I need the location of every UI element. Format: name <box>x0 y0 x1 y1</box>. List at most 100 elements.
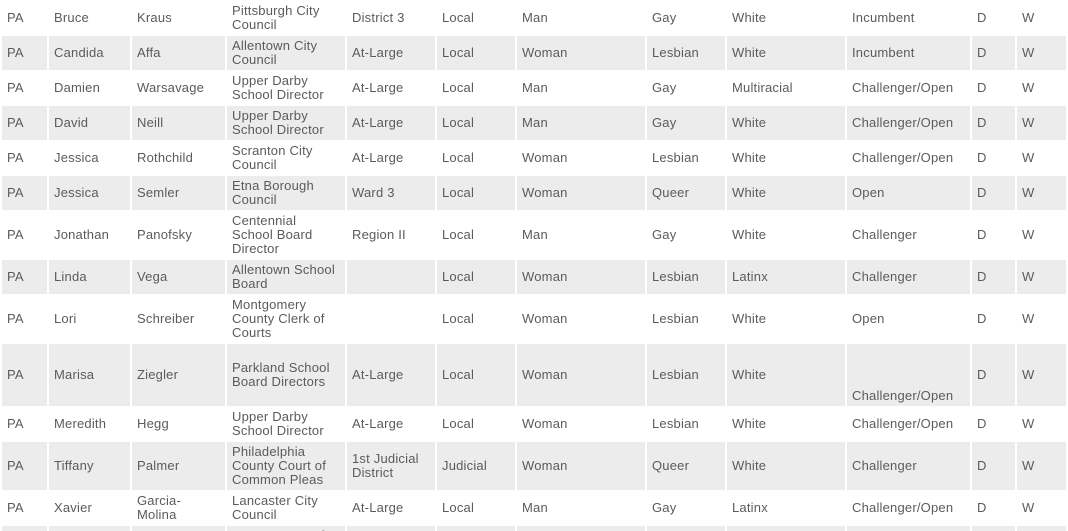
cell-status: Incumbent <box>847 1 970 35</box>
cell-last-name: Neill <box>132 106 225 140</box>
cell-result: W <box>1017 71 1066 105</box>
cell-state: PA <box>2 71 47 105</box>
cell-party: D <box>972 106 1015 140</box>
cell-gender: Woman <box>517 141 645 175</box>
cell-party: D <box>972 36 1015 70</box>
cell-first-name: Meredith <box>49 407 130 441</box>
cell-party <box>972 526 1015 531</box>
cell-first-name: Tiffany <box>49 442 130 490</box>
cell-last-name: Garcia-Molina <box>132 491 225 525</box>
cell-gender: Man <box>517 1 645 35</box>
cell-status: Challenger <box>847 442 970 490</box>
cell-last-name: Palmer <box>132 442 225 490</box>
cell-result <box>1017 526 1066 531</box>
cell-district: 1st Judicial District <box>347 442 435 490</box>
cell-party: D <box>972 442 1015 490</box>
table-row: PA David Neill Upper Darby School Director A… <box>2 106 1066 140</box>
cell-gender: Woman <box>517 295 645 343</box>
cell-office: Texas House of Representatives <box>227 526 345 531</box>
table-row: PA Marisa Ziegler Parkland School Board Dir… <box>2 344 1066 406</box>
cell-result: W <box>1017 211 1066 259</box>
cell-party: D <box>972 176 1015 210</box>
cell-first-name <box>49 526 130 531</box>
cell-office: Pittsburgh City Council <box>227 1 345 35</box>
cell-result: W <box>1017 141 1066 175</box>
cell-gender: Man <box>517 106 645 140</box>
cell-level: Local <box>437 491 515 525</box>
cell-state: PA <box>2 344 47 406</box>
cell-party: D <box>972 344 1015 406</box>
cell-status: Challenger/Open <box>847 407 970 441</box>
cell-result: W <box>1017 176 1066 210</box>
cell-last-name: Rothchild <box>132 141 225 175</box>
cell-race: White <box>727 36 845 70</box>
cell-orientation: Queer <box>647 442 725 490</box>
cell-state: PA <box>2 407 47 441</box>
table-row: PA Meredith Hegg Upper Darby School Directo… <box>2 407 1066 441</box>
cell-gender: Man <box>517 491 645 525</box>
cell-level <box>437 526 515 531</box>
table-row: Texas House of Representatives <box>2 526 1066 531</box>
cell-first-name: David <box>49 106 130 140</box>
cell-first-name: Linda <box>49 260 130 294</box>
cell-level: Judicial <box>437 442 515 490</box>
cell-state: PA <box>2 1 47 35</box>
cell-result: W <box>1017 260 1066 294</box>
cell-gender: Man <box>517 211 645 259</box>
cell-last-name: Affa <box>132 36 225 70</box>
cell-level: Local <box>437 36 515 70</box>
cell-last-name <box>132 526 225 531</box>
cell-gender <box>517 526 645 531</box>
cell-result: W <box>1017 407 1066 441</box>
cell-race: White <box>727 176 845 210</box>
cell-office: Upper Darby School Director <box>227 106 345 140</box>
cell-last-name: Schreiber <box>132 295 225 343</box>
cell-status: Challenger/Open <box>847 106 970 140</box>
cell-race: White <box>727 407 845 441</box>
table-row: PA Bruce Kraus Pittsburgh City Council Distr… <box>2 1 1066 35</box>
cell-first-name: Jessica <box>49 141 130 175</box>
cell-last-name: Warsavage <box>132 71 225 105</box>
cell-orientation: Queer <box>647 176 725 210</box>
cell-level: Local <box>437 344 515 406</box>
cell-gender: Man <box>517 71 645 105</box>
cell-last-name: Ziegler <box>132 344 225 406</box>
cell-orientation <box>647 526 725 531</box>
cell-district: At-Large <box>347 407 435 441</box>
cell-result: W <box>1017 491 1066 525</box>
cell-state: PA <box>2 176 47 210</box>
cell-office: Parkland School Board Directors <box>227 344 345 406</box>
table-row: PA Lori Schreiber Montgomery County Clerk o… <box>2 295 1066 343</box>
cell-level: Local <box>437 71 515 105</box>
cell-last-name: Kraus <box>132 1 225 35</box>
table-row: PA Jessica Semler Etna Borough Council Ward … <box>2 176 1066 210</box>
cell-gender: Woman <box>517 442 645 490</box>
cell-office: Upper Darby School Director <box>227 407 345 441</box>
cell-district: At-Large <box>347 491 435 525</box>
cell-race: White <box>727 141 845 175</box>
cell-status: Challenger/Open <box>847 71 970 105</box>
cell-status: Open <box>847 295 970 343</box>
cell-state: PA <box>2 295 47 343</box>
cell-office: Allentown City Council <box>227 36 345 70</box>
cell-office: Lancaster City Council <box>227 491 345 525</box>
cell-status: Incumbent <box>847 36 970 70</box>
cell-gender: Woman <box>517 344 645 406</box>
cell-status: Challenger/Open <box>847 491 970 525</box>
cell-state: PA <box>2 260 47 294</box>
cell-state: PA <box>2 211 47 259</box>
cell-result: W <box>1017 295 1066 343</box>
cell-orientation: Lesbian <box>647 407 725 441</box>
cell-level: Local <box>437 176 515 210</box>
cell-office: Scranton City Council <box>227 141 345 175</box>
cell-race: White <box>727 106 845 140</box>
table-row: PA Tiffany Palmer Philadelphia County Court… <box>2 442 1066 490</box>
cell-gender: Woman <box>517 36 645 70</box>
cell-office: Montgomery County Clerk of Courts <box>227 295 345 343</box>
cell-race: White <box>727 344 845 406</box>
cell-party: D <box>972 141 1015 175</box>
cell-race: White <box>727 1 845 35</box>
cell-office: Allentown School Board <box>227 260 345 294</box>
cell-status: Challenger <box>847 211 970 259</box>
